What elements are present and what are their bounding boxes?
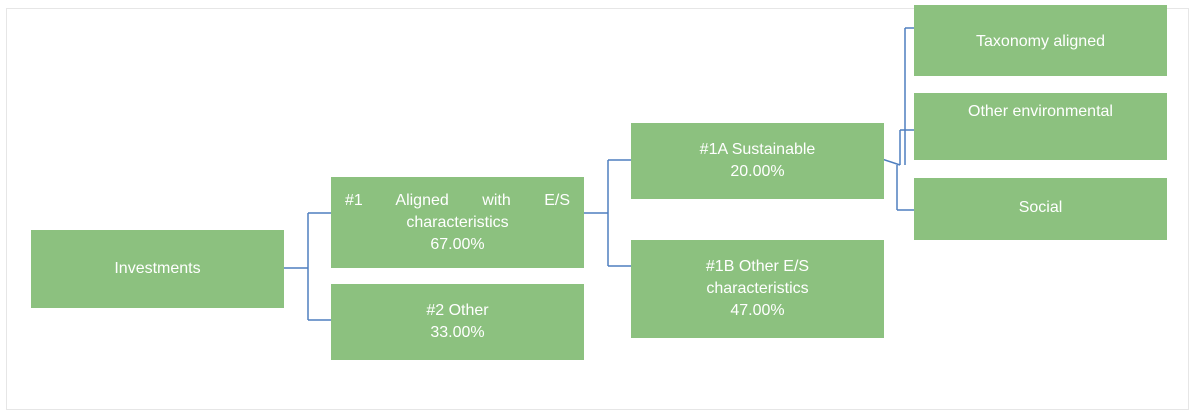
node-value: 33.00% [430,324,485,341]
node-label: #1 Aligned with E/S characteristics [345,191,570,231]
node-value: 20.00% [730,163,785,180]
node-label: Investments [114,260,201,277]
node: Other environmental [914,93,1167,160]
node: Social [914,178,1167,240]
node: Taxonomy aligned [914,5,1167,76]
node-label: #1B Other E/S characteristics [705,258,810,297]
node-label: #1A Sustainable [699,141,816,158]
node-label: Other environmental [968,103,1113,120]
node-label: Social [1018,199,1063,216]
node: Investments [31,230,284,308]
node: #1A Sustainable 20.00% [631,123,884,199]
node: #1 Aligned with E/S characteristics 67.0… [331,177,584,268]
node-label: Taxonomy aligned [976,33,1105,50]
node-value: 47.00% [730,302,785,319]
node: #1B Other E/S characteristics 47.00% [631,240,884,338]
node-label: #2 Other [426,302,489,319]
node: #2 Other 33.00% [331,284,584,360]
node-value: 67.00% [430,235,485,253]
